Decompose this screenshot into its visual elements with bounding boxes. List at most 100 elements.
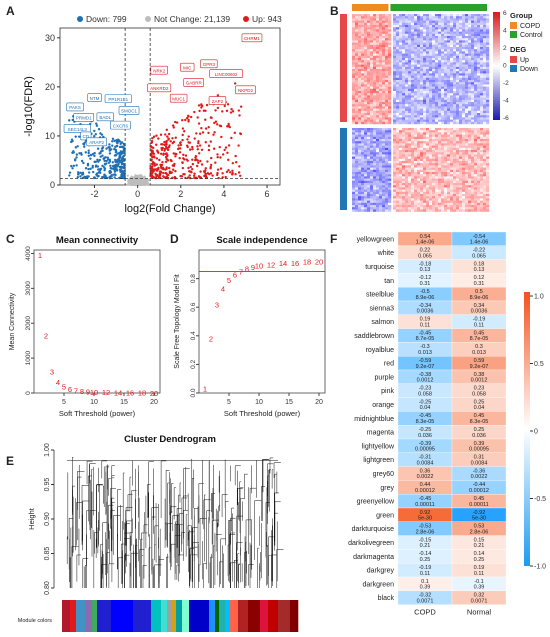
heatmap-cell bbox=[459, 29, 463, 32]
heatmap-cell bbox=[367, 49, 371, 52]
heatmap-cell bbox=[456, 44, 460, 48]
heatmap-cell bbox=[444, 104, 448, 107]
heatmap-cell bbox=[438, 14, 442, 17]
heatmap-cell bbox=[411, 73, 415, 76]
legend-marker bbox=[77, 16, 83, 22]
heatmap-cell bbox=[358, 88, 362, 92]
heatmap-cell bbox=[405, 86, 409, 89]
heatmap-cell bbox=[358, 150, 362, 153]
heatmap-cell bbox=[426, 91, 430, 94]
point-up bbox=[168, 166, 171, 170]
heatmap-cell bbox=[486, 88, 490, 92]
heatmap-cell bbox=[474, 22, 478, 26]
heatmap-cell bbox=[411, 115, 415, 118]
heatmap-cell bbox=[355, 14, 359, 17]
heatmap-cell bbox=[438, 115, 442, 118]
heatmap-cell bbox=[480, 163, 484, 166]
heatmap-cell bbox=[450, 36, 454, 39]
heatmap-cell bbox=[486, 71, 490, 74]
heatmap-cell bbox=[453, 75, 457, 78]
heatmap-cell bbox=[414, 178, 418, 181]
heatmap-cell bbox=[477, 104, 481, 107]
heatmap-cell bbox=[358, 154, 362, 157]
heatmap-cell bbox=[477, 33, 481, 37]
heatmap-cell bbox=[402, 58, 406, 61]
heatmap-cell bbox=[441, 66, 445, 70]
heatmap-cell bbox=[453, 152, 457, 155]
heatmap-cell bbox=[376, 60, 380, 63]
heatmap-cell bbox=[382, 115, 386, 118]
heatmap-cell bbox=[456, 36, 460, 39]
heatmap-cell bbox=[417, 73, 421, 76]
heatmap-cell bbox=[361, 130, 365, 133]
heatmap-cell bbox=[429, 115, 433, 118]
heatmap-cell bbox=[411, 152, 415, 155]
heatmap-cell bbox=[411, 167, 415, 170]
heatmap-cell bbox=[471, 53, 475, 56]
heatmap-cell bbox=[438, 143, 442, 146]
heatmap-cell bbox=[402, 174, 406, 177]
heatmap-cell bbox=[450, 91, 454, 94]
heatmap-cell bbox=[414, 165, 418, 168]
heatmap-cell bbox=[417, 93, 421, 96]
heatmap-cell bbox=[405, 119, 409, 122]
heatmap-cell bbox=[355, 73, 359, 76]
heatmap-cell bbox=[471, 174, 475, 177]
heatmap-cell bbox=[465, 150, 469, 153]
heatmap-cell bbox=[376, 119, 380, 122]
heatmap-cell bbox=[486, 38, 490, 41]
heatmap-cell bbox=[364, 16, 368, 19]
heatmap-cell bbox=[453, 176, 457, 179]
heatmap-cell bbox=[426, 104, 430, 107]
heatmap-cell bbox=[358, 73, 362, 76]
heatmap-cell bbox=[456, 132, 460, 135]
point-down bbox=[114, 163, 118, 167]
heatmap-cell bbox=[468, 104, 472, 107]
heatmap-cell bbox=[393, 176, 397, 179]
heatmap-cell bbox=[474, 86, 478, 89]
heatmap-cell bbox=[370, 60, 374, 63]
heatmap-cell bbox=[456, 113, 460, 116]
heatmap-cell bbox=[388, 33, 392, 37]
heatmap-cell bbox=[411, 169, 415, 173]
heatmap-cell bbox=[399, 130, 403, 133]
heatmap-cell bbox=[468, 147, 472, 151]
heatmap-cell bbox=[432, 49, 436, 52]
heatmap-cell bbox=[355, 60, 359, 63]
heatmap-cell bbox=[355, 88, 359, 92]
heatmap-cell bbox=[411, 110, 415, 114]
heatmap-cell bbox=[465, 119, 469, 122]
point-down bbox=[119, 151, 122, 154]
point-up bbox=[200, 148, 204, 151]
heatmap-cell bbox=[414, 88, 418, 92]
heatmap-cell bbox=[376, 145, 380, 148]
point-down bbox=[93, 134, 96, 138]
heatmap-cell bbox=[420, 84, 424, 87]
heatmap-cell bbox=[388, 27, 392, 30]
point-up bbox=[216, 94, 220, 97]
heatmap-cell bbox=[408, 51, 412, 54]
heatmap-cell bbox=[483, 29, 487, 32]
heatmap-cell bbox=[379, 51, 383, 54]
heatmap-cell bbox=[376, 29, 380, 32]
heatmap-cell bbox=[411, 22, 415, 26]
heatmap-cell bbox=[420, 14, 424, 17]
heatmap-cell bbox=[399, 62, 403, 65]
point-up bbox=[200, 104, 204, 107]
heatmap-cell bbox=[352, 91, 356, 94]
heatmap-cell bbox=[450, 31, 454, 34]
point-up bbox=[193, 110, 196, 114]
heatmap-cell bbox=[379, 29, 383, 32]
heatmap-cell bbox=[438, 86, 442, 89]
heatmap-cell bbox=[417, 20, 421, 23]
heatmap-cell bbox=[459, 154, 463, 157]
point-up bbox=[204, 167, 207, 170]
heatmap-cell bbox=[385, 77, 389, 81]
heatmap-cell bbox=[474, 139, 478, 142]
heatmap-cell bbox=[355, 108, 359, 111]
heatmap-cell bbox=[423, 132, 427, 135]
point-up bbox=[179, 147, 182, 150]
heatmap-cell bbox=[417, 134, 421, 137]
heatmap-cell bbox=[459, 62, 463, 65]
heatmap-cell bbox=[447, 167, 451, 170]
